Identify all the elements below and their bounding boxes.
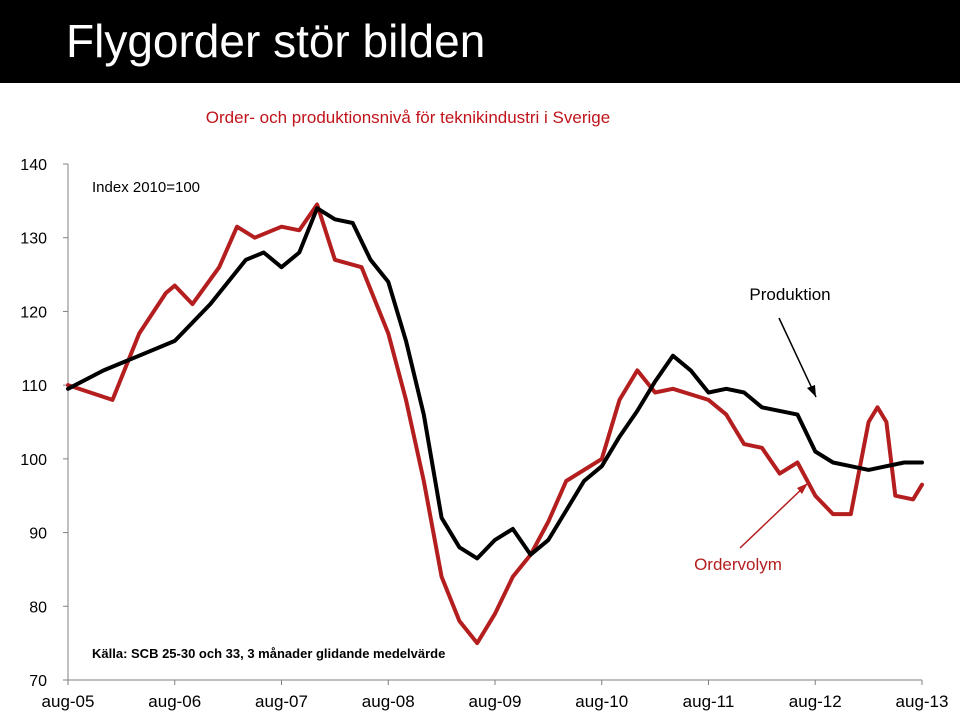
x-tick-label: aug-08 xyxy=(362,692,415,711)
y-tick-label: 70 xyxy=(29,673,47,690)
x-tick-label: aug-11 xyxy=(683,692,735,711)
y-tick-label: 130 xyxy=(20,231,47,248)
series-layer xyxy=(66,202,924,646)
x-tick-label: aug-09 xyxy=(469,692,522,711)
y-tick-label: 90 xyxy=(29,526,47,543)
arrowhead-produktion xyxy=(807,385,816,397)
x-tick-label: aug-06 xyxy=(148,692,201,711)
y-tick-label: 100 xyxy=(20,452,47,469)
series-line-produktion xyxy=(66,206,924,561)
x-tick-label: aug-12 xyxy=(789,692,842,711)
arrow-produktion xyxy=(778,317,817,398)
y-tick-label: 80 xyxy=(29,599,47,616)
x-tick-label: aug-10 xyxy=(575,692,628,711)
x-tick-label: aug-13 xyxy=(896,692,949,711)
y-tick-label: 140 xyxy=(20,157,47,174)
series-line-ordervolym xyxy=(66,202,924,646)
series-label-produktion: Produktion xyxy=(749,285,830,304)
annotations: Produktion Ordervolym xyxy=(694,285,831,574)
y-axis-label: Index 2010=100 xyxy=(92,179,200,196)
x-tick-label: aug-05 xyxy=(42,692,95,711)
source-note: Källa: SCB 25-30 och 33, 3 månader glida… xyxy=(92,646,445,661)
arrowhead-ordervolym xyxy=(797,483,808,494)
arrow-ordervolym xyxy=(739,484,807,549)
slide-title: Flygorder stör bilden xyxy=(66,15,486,67)
y-tick-label: 120 xyxy=(20,304,47,321)
title-bar xyxy=(0,0,960,83)
series-label-ordervolym: Ordervolym xyxy=(694,555,782,574)
axes: 70 80 90 100 110 120 130 140 aug-05 aug-06 aug-07 a… xyxy=(20,157,948,711)
chart-title: Order- och produktionsnivå för teknikind… xyxy=(206,108,610,127)
x-tick-label: aug-07 xyxy=(255,692,308,711)
y-tick-label: 110 xyxy=(21,378,47,395)
